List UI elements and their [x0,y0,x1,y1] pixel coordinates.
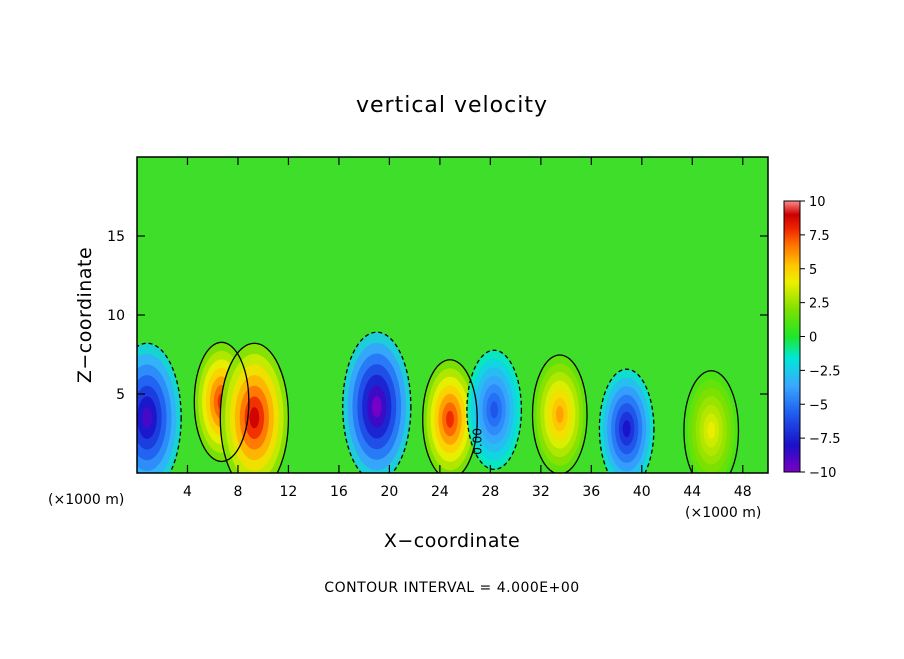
contour-cell-4 [342,331,412,473]
velocity-cell-4-level-7 [371,396,382,418]
contour-value-label: 0.00 [471,428,485,455]
contour-interval-note: CONTOUR INTERVAL = 4.000E+00 [324,580,579,596]
velocity-cell-8 [599,369,654,473]
velocity-cell-4 [342,332,411,473]
x-tick-label: 16 [330,484,348,500]
velocity-cell-3-level-7 [249,407,260,429]
x-tick-label: 12 [280,484,298,500]
colorbar-tick-label: 7.5 [809,229,830,244]
contour-cell-3 [219,342,290,473]
x-axis-ticks: 4 8 12 16 20 24 28 32 36 40 44 48 [183,157,752,500]
y-tick-label: 15 [107,229,125,245]
velocity-cell-9 [683,370,739,473]
contour-cell-8 [598,368,655,473]
x-tick-label: 40 [633,484,651,500]
y-axis-ticks: 5 10 15 [107,229,768,403]
colorbar-tick-label: 10 [809,195,826,210]
contour-cell-2 [193,341,250,463]
velocity-field [137,332,739,473]
x-tick-label: 48 [734,484,752,500]
colorbar-tick-label: 2.5 [809,297,830,312]
velocity-cell-7 [532,354,588,473]
x-tick-label: 4 [183,484,192,500]
x-unit-right: (×1000 m) [685,505,761,521]
colorbar-ticks: 10 7.5 5 2.5 0 −2.5 −5 −7.5 −10 [800,195,841,481]
velocity-cell-5-level-7 [446,410,454,428]
x-tick-label: 28 [481,484,499,500]
y-axis-label: Z−coordinate [74,247,96,383]
x-unit-left: (×1000 m) [48,492,124,508]
y-tick-label: 5 [116,387,125,403]
velocity-cell-9-level-7 [707,421,716,439]
colorbar-tick-label: 5 [809,263,817,278]
x-tick-label: 32 [532,484,550,500]
colorbar-tick-label: −5 [809,398,828,413]
contour-cell-5 [422,359,478,473]
x-tick-label: 20 [380,484,398,500]
velocity-cell-1 [137,343,182,473]
x-axis-label: X−coordinate [384,530,520,552]
zero-contours: 0.00 [137,331,740,473]
velocity-cell-3 [220,343,289,473]
x-tick-label: 44 [683,484,701,500]
velocity-cell-7-level-7 [555,406,564,424]
velocity-cell-5 [422,359,478,473]
colorbar-tick-label: −10 [809,466,836,481]
x-tick-label: 24 [431,484,449,500]
contour-cell-9 [683,370,740,473]
contour-cell-1 [137,342,182,473]
velocity-cell-8-level-7 [622,420,631,438]
velocity-cell-1-level-7 [142,407,152,429]
velocity-cell-6 [466,350,522,470]
colorbar-tick-label: −7.5 [809,432,841,447]
y-tick-label: 10 [107,308,125,324]
contour-cell-6 [466,349,523,471]
x-tick-label: 8 [233,484,242,500]
colorbar-tick-label: −2.5 [809,364,841,379]
contour-cell-7 [531,354,588,473]
colorbar-tick-label: 0 [809,331,817,346]
colorbar [783,200,801,473]
velocity-cell-6-level-7 [490,401,499,419]
x-tick-label: 36 [582,484,600,500]
chart-title: vertical velocity [356,93,548,118]
